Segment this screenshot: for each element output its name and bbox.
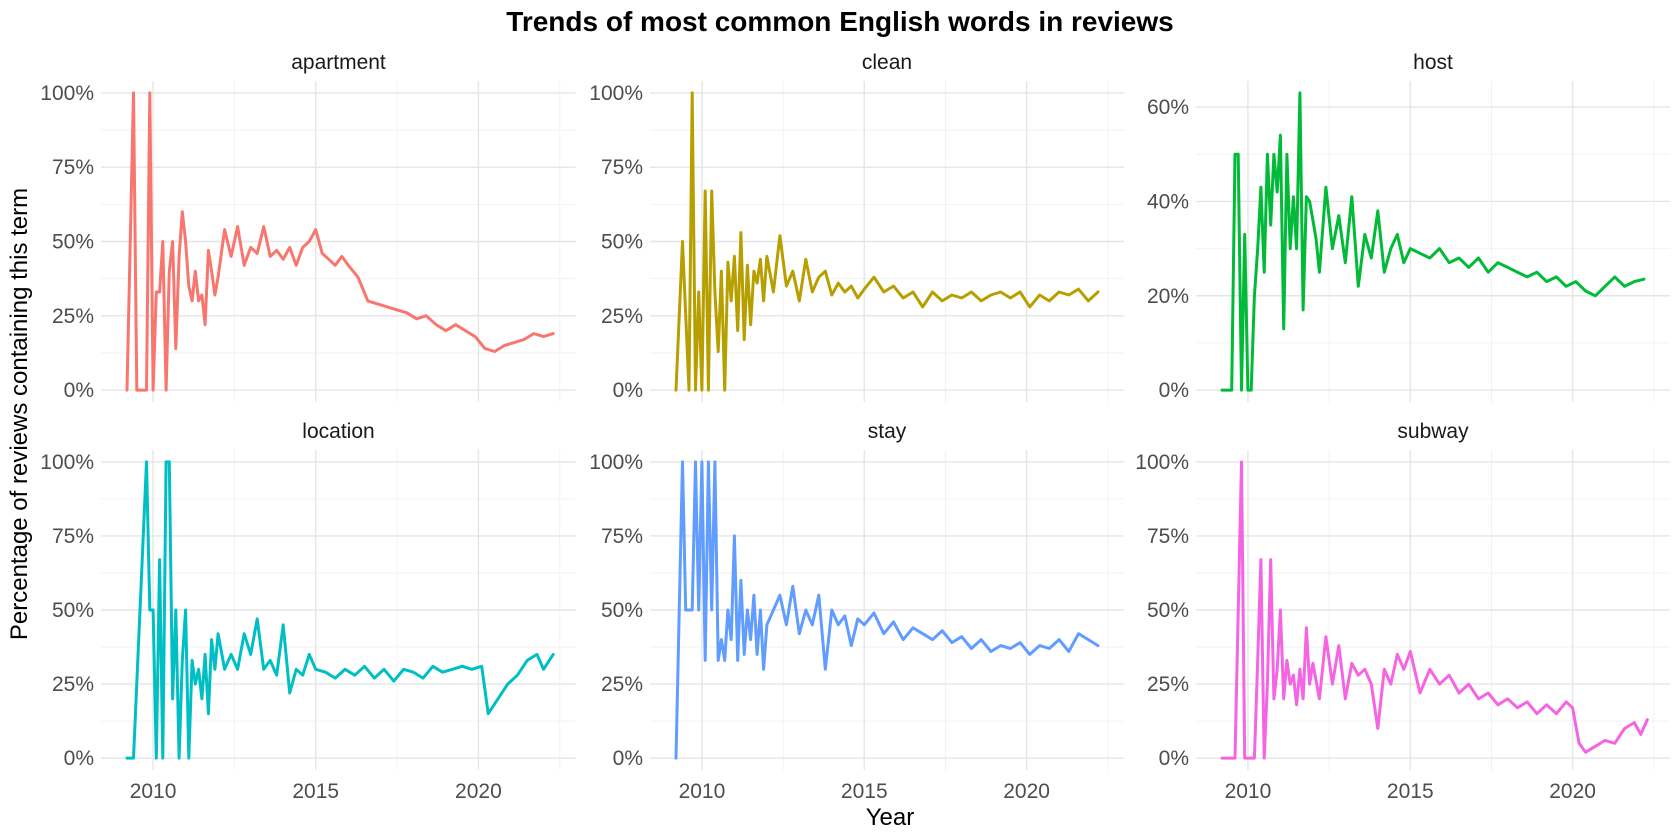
y-tick-label: 0% [613,747,643,770]
x-tick-label: 2020 [1549,780,1596,803]
x-tick-label: 2010 [130,780,177,803]
facet-label-host: host [1413,51,1453,74]
x-tick-label: 2020 [1003,780,1050,803]
facet-panels: apartment 0% 25% 50% 75% 100% clean 0% 25% 50% 75%… [40,51,1670,803]
y-tick-label: 50% [1147,599,1189,622]
y-tick-label: 50% [601,231,643,254]
series-line-host [1220,91,1646,392]
facet-label-stay: stay [868,420,907,443]
x-tick-label: 2015 [1387,780,1434,803]
y-tick-label: 40% [1147,190,1189,213]
y-tick-label: 50% [601,599,643,622]
y-tick-label: 0% [1159,379,1189,402]
y-tick-label: 0% [613,379,643,402]
y-tick-label: 0% [1159,747,1189,770]
y-tick-label: 100% [589,82,643,105]
y-tick-label: 20% [1147,285,1189,308]
y-tick-label: 25% [52,673,94,696]
facet-label-location: location [302,420,374,443]
panel-location: location 0% 25% 50% 75% 100% 2010 2015 2020 [40,420,576,803]
y-tick-label: 75% [601,525,643,548]
y-tick-label: 50% [52,599,94,622]
panel-stay: stay 0% 25% 50% 75% 100% 2010 2015 2020 [589,420,1124,803]
y-tick-label: 25% [52,305,94,328]
x-tick-label: 2010 [1225,780,1272,803]
y-tick-label: 0% [64,747,94,770]
panel-clean: clean 0% 25% 50% 75% 100% [589,51,1124,402]
y-tick-label: 100% [1135,451,1189,474]
x-tick-label: 2015 [841,780,888,803]
y-tick-label: 25% [601,305,643,328]
series-line-stay [674,460,1100,760]
panel-apartment: apartment 0% 25% 50% 75% 100% [40,51,576,402]
y-tick-label: 100% [589,451,643,474]
series-line-location [125,460,555,760]
y-tick-label: 75% [52,525,94,548]
x-axis-title: Year [866,804,915,831]
y-tick-label: 75% [1147,525,1189,548]
x-tick-label: 2015 [292,780,339,803]
facet-label-apartment: apartment [291,51,386,74]
y-tick-label: 50% [52,231,94,254]
y-tick-label: 100% [40,82,94,105]
series-line-subway [1220,460,1649,760]
y-tick-label: 25% [601,673,643,696]
facet-label-clean: clean [862,51,912,74]
x-tick-label: 2020 [455,780,502,803]
y-tick-label: 75% [601,156,643,179]
y-tick-label: 60% [1147,96,1189,119]
series-line-clean [674,91,1100,392]
panel-subway: subway 0% 25% 50% 75% 100% 2010 2015 2020 [1135,420,1670,803]
y-tick-label: 75% [52,156,94,179]
y-tick-label: 0% [64,379,94,402]
series-line-apartment [125,91,555,392]
y-axis-title: Percentage of reviews containing this te… [6,188,33,640]
facet-label-subway: subway [1397,420,1469,443]
x-tick-label: 2010 [679,780,726,803]
y-tick-label: 25% [1147,673,1189,696]
y-tick-label: 100% [40,451,94,474]
chart-title: Trends of most common English words in r… [506,6,1173,37]
panel-host: host 0% 20% 40% 60% [1147,51,1670,402]
